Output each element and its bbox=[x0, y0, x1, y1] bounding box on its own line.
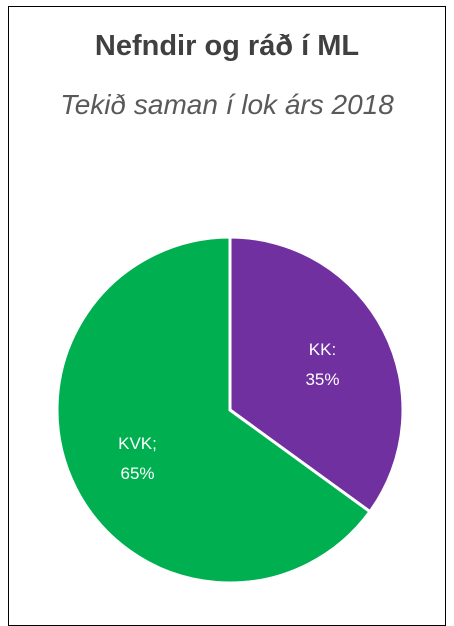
page: Nefndir og ráð í ML Tekið saman í lok ár… bbox=[8, 6, 446, 626]
chart: KK: 35% KVK; 65% bbox=[55, 235, 405, 585]
chart-title: Nefndir og ráð í ML bbox=[94, 30, 360, 62]
slice-category-label: KK: bbox=[309, 340, 336, 359]
chart-subtitle: Tekið saman í lok árs 2018 bbox=[60, 89, 394, 120]
slice-category-label: KVK; bbox=[118, 434, 157, 453]
pie-slice bbox=[55, 235, 373, 585]
slice-value-label: 65% bbox=[120, 464, 154, 483]
slice-value-label: 35% bbox=[305, 370, 339, 389]
pie-slice bbox=[228, 235, 405, 514]
